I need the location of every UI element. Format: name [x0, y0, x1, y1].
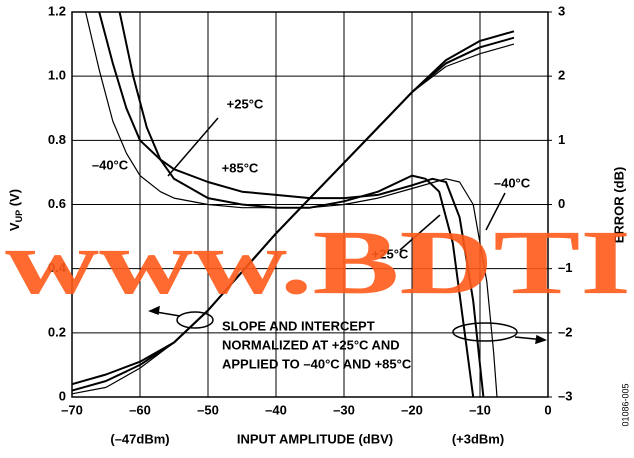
- y2-tick-label: –1: [558, 260, 572, 275]
- x-tick-label: –70: [61, 402, 83, 417]
- y-axis-label: VUP (V): [7, 189, 24, 231]
- y-label-sub: UP: [14, 210, 24, 223]
- x-tick-label: –40: [265, 402, 287, 417]
- y-label-unit: (V): [7, 189, 22, 210]
- ellipse: [452, 322, 518, 342]
- annotation: –40°C: [92, 157, 129, 172]
- annotation: +25°C: [372, 246, 409, 261]
- y2-tick-label: 3: [558, 3, 565, 18]
- x-tick-label: –30: [333, 402, 355, 417]
- x-sublabel: (+3dBm): [452, 431, 504, 446]
- y-label-main: V: [7, 222, 22, 231]
- y2-tick-label: 1: [558, 132, 565, 147]
- y-tick-label: 1.2: [48, 3, 66, 18]
- y-tick-label: 0.6: [48, 196, 66, 211]
- y2-axis-label: ERROR (dB): [611, 167, 626, 244]
- annotation: SLOPE AND INTERCEPT: [222, 318, 375, 333]
- annotation: +85°C: [222, 160, 259, 175]
- x-tick-label: –60: [129, 402, 151, 417]
- x-tick-label: 0: [544, 402, 551, 417]
- series-line: [98, 11, 485, 398]
- x-tick-label: –20: [401, 402, 423, 417]
- y-tick-label: 0.2: [48, 324, 66, 339]
- annotation: +25°C: [227, 96, 264, 111]
- pointer: [485, 192, 506, 231]
- x-tick-label: –10: [469, 402, 491, 417]
- annotation: NORMALIZED AT +25°C AND: [222, 337, 400, 352]
- x-tick-label: –50: [197, 402, 219, 417]
- series-line: [118, 11, 475, 398]
- y2-tick-label: –2: [558, 324, 572, 339]
- y2-tick-label: 2: [558, 68, 565, 83]
- arrowhead: [148, 305, 160, 316]
- y2-tick-label: 0: [558, 196, 565, 211]
- y-tick-label: 0.8: [48, 132, 66, 147]
- x-sublabel: (–47dBm): [110, 431, 169, 446]
- arrowhead: [535, 334, 547, 345]
- annotation: APPLIED TO –40°C AND +85°C: [222, 356, 412, 371]
- watermark: www.BDTI: [5, 211, 631, 313]
- y-tick-label: 1.0: [48, 68, 66, 83]
- pointer: [167, 117, 219, 177]
- y-tick-label: 0.4: [48, 260, 67, 275]
- y2-tick-label: –3: [558, 388, 572, 403]
- x-axis-label: INPUT AMPLITUDE (dBV): [237, 431, 393, 446]
- figure-id: 01086-005: [620, 383, 630, 426]
- y-tick-label: 0: [59, 388, 66, 403]
- series-line: [71, 30, 515, 392]
- pointer: [399, 214, 441, 251]
- annotation: –40°C: [494, 175, 531, 190]
- ellipse: [176, 311, 214, 329]
- annotation-shapes: [148, 117, 547, 345]
